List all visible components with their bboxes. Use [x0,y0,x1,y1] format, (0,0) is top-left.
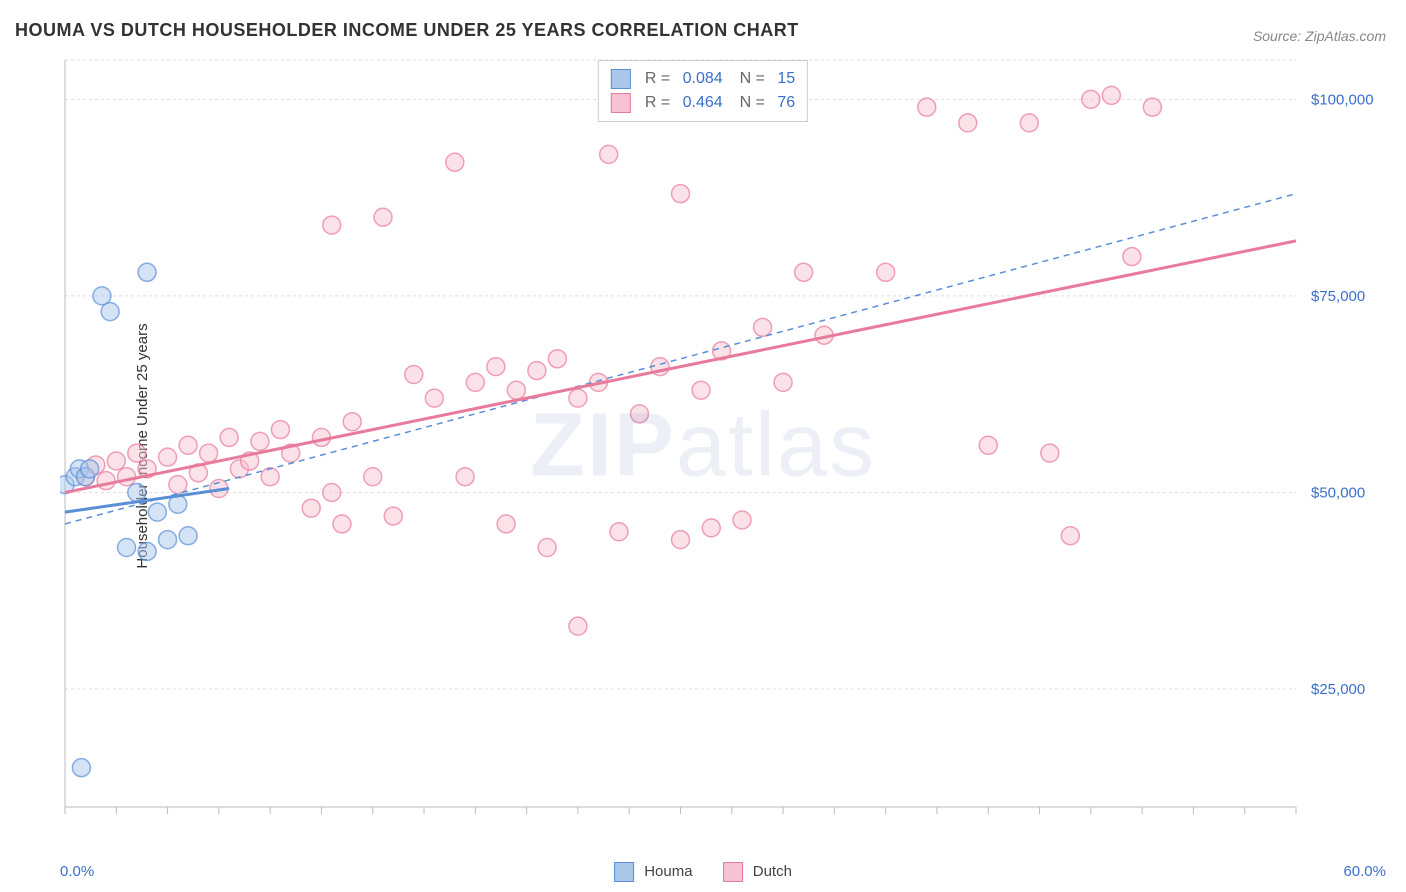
svg-text:$50,000: $50,000 [1311,484,1365,501]
legend-swatch-houma [611,69,631,89]
source-attribution: Source: ZipAtlas.com [1253,28,1386,44]
svg-text:$100,000: $100,000 [1311,91,1374,108]
dutch-n-value: 76 [777,94,795,112]
series-legend: Houma Dutch [614,862,792,882]
legend-swatch-dutch [611,93,631,113]
x-axis-max-label: 60.0% [1343,863,1386,880]
houma-r-value: 0.084 [683,70,723,88]
chart-plot-area: $25,000 $50,000 $75,000 $100,000 [60,55,1386,832]
svg-text:$75,000: $75,000 [1311,288,1365,305]
legend-row-dutch: R = 0.464 N = 76 [611,91,795,115]
correlation-legend: R = 0.084 N = 15 R = 0.464 N = 76 [598,60,808,122]
legend-item-houma: Houma [614,862,693,882]
legend-label-dutch: Dutch [753,863,792,880]
scatter-chart-svg: $25,000 $50,000 $75,000 $100,000 [60,55,1386,832]
legend-swatch-houma-icon [614,862,634,882]
houma-n-value: 15 [777,70,795,88]
svg-text:$25,000: $25,000 [1311,681,1365,698]
chart-title: HOUMA VS DUTCH HOUSEHOLDER INCOME UNDER … [15,20,799,41]
legend-item-dutch: Dutch [723,862,792,882]
x-axis-min-label: 0.0% [60,863,94,880]
dutch-r-value: 0.464 [683,94,723,112]
legend-row-houma: R = 0.084 N = 15 [611,67,795,91]
legend-swatch-dutch-icon [723,862,743,882]
legend-label-houma: Houma [644,863,692,880]
